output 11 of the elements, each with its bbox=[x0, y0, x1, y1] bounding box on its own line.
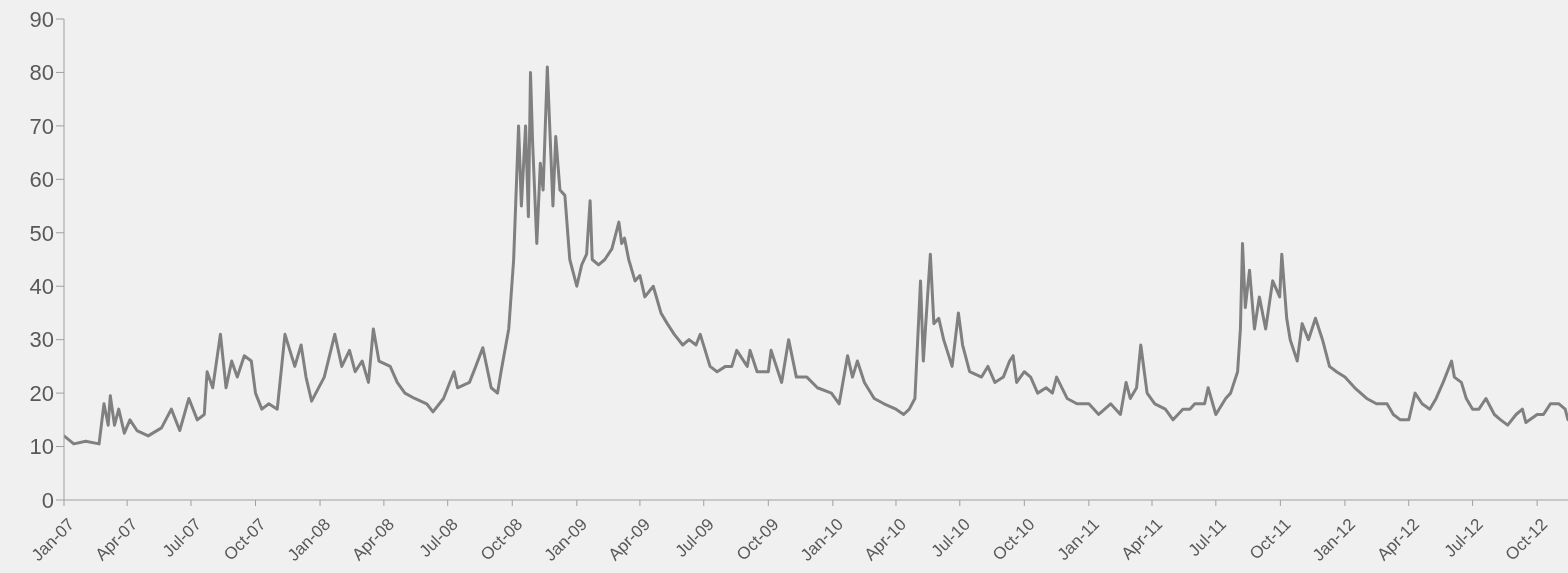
y-tick-label: 30 bbox=[29, 327, 54, 353]
y-tick-label: 10 bbox=[29, 434, 54, 460]
y-tick-label: 50 bbox=[29, 220, 54, 246]
y-tick-label: 70 bbox=[29, 113, 54, 139]
line-series bbox=[64, 65, 1568, 446]
y-tick-label: 80 bbox=[29, 60, 54, 86]
y-tick-label: 90 bbox=[29, 6, 54, 32]
y-tick-label: 60 bbox=[29, 167, 54, 193]
y-tick-label: 0 bbox=[41, 487, 54, 513]
y-tick-label: 40 bbox=[29, 274, 54, 300]
y-tick-label: 20 bbox=[29, 380, 54, 406]
